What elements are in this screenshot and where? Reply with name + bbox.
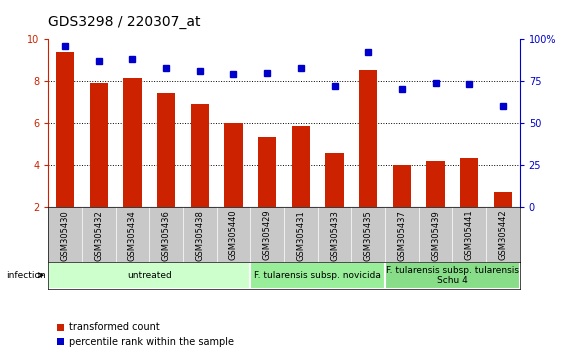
Bar — [123, 78, 142, 207]
Bar — [385, 262, 520, 289]
Bar — [90, 83, 108, 207]
Text: GSM305436: GSM305436 — [162, 210, 170, 261]
Text: transformed count: transformed count — [69, 322, 160, 332]
Text: GDS3298 / 220307_at: GDS3298 / 220307_at — [48, 15, 201, 29]
Bar — [325, 154, 344, 207]
Text: GSM305437: GSM305437 — [398, 210, 406, 261]
Text: GSM305441: GSM305441 — [465, 210, 474, 261]
Bar — [250, 262, 385, 289]
Bar — [494, 192, 512, 207]
Bar — [157, 92, 176, 207]
Text: F. tularensis subsp. tularensis
Schu 4: F. tularensis subsp. tularensis Schu 4 — [386, 266, 519, 285]
Text: infection: infection — [6, 271, 45, 280]
Text: GSM305430: GSM305430 — [61, 210, 70, 261]
Text: percentile rank within the sample: percentile rank within the sample — [69, 337, 233, 347]
Text: GSM305439: GSM305439 — [431, 210, 440, 261]
Text: untreated: untreated — [127, 271, 172, 280]
Bar — [359, 70, 378, 207]
Text: F. tularensis subsp. novicida: F. tularensis subsp. novicida — [254, 271, 381, 280]
Bar — [291, 126, 310, 207]
Text: GSM305442: GSM305442 — [498, 210, 507, 261]
Bar — [224, 123, 243, 207]
Bar — [460, 158, 478, 207]
Text: GSM305429: GSM305429 — [262, 210, 272, 261]
Text: GSM305431: GSM305431 — [296, 210, 306, 261]
Text: GSM305434: GSM305434 — [128, 210, 137, 261]
Bar — [56, 52, 74, 207]
Bar — [392, 165, 411, 207]
Bar — [48, 262, 250, 289]
Text: GSM305440: GSM305440 — [229, 210, 238, 261]
Bar — [426, 161, 445, 207]
Text: GSM305433: GSM305433 — [330, 210, 339, 261]
Bar — [258, 137, 277, 207]
Text: GSM305432: GSM305432 — [94, 210, 103, 261]
Text: GSM305438: GSM305438 — [195, 210, 204, 261]
Bar — [190, 104, 209, 207]
Text: GSM305435: GSM305435 — [364, 210, 373, 261]
